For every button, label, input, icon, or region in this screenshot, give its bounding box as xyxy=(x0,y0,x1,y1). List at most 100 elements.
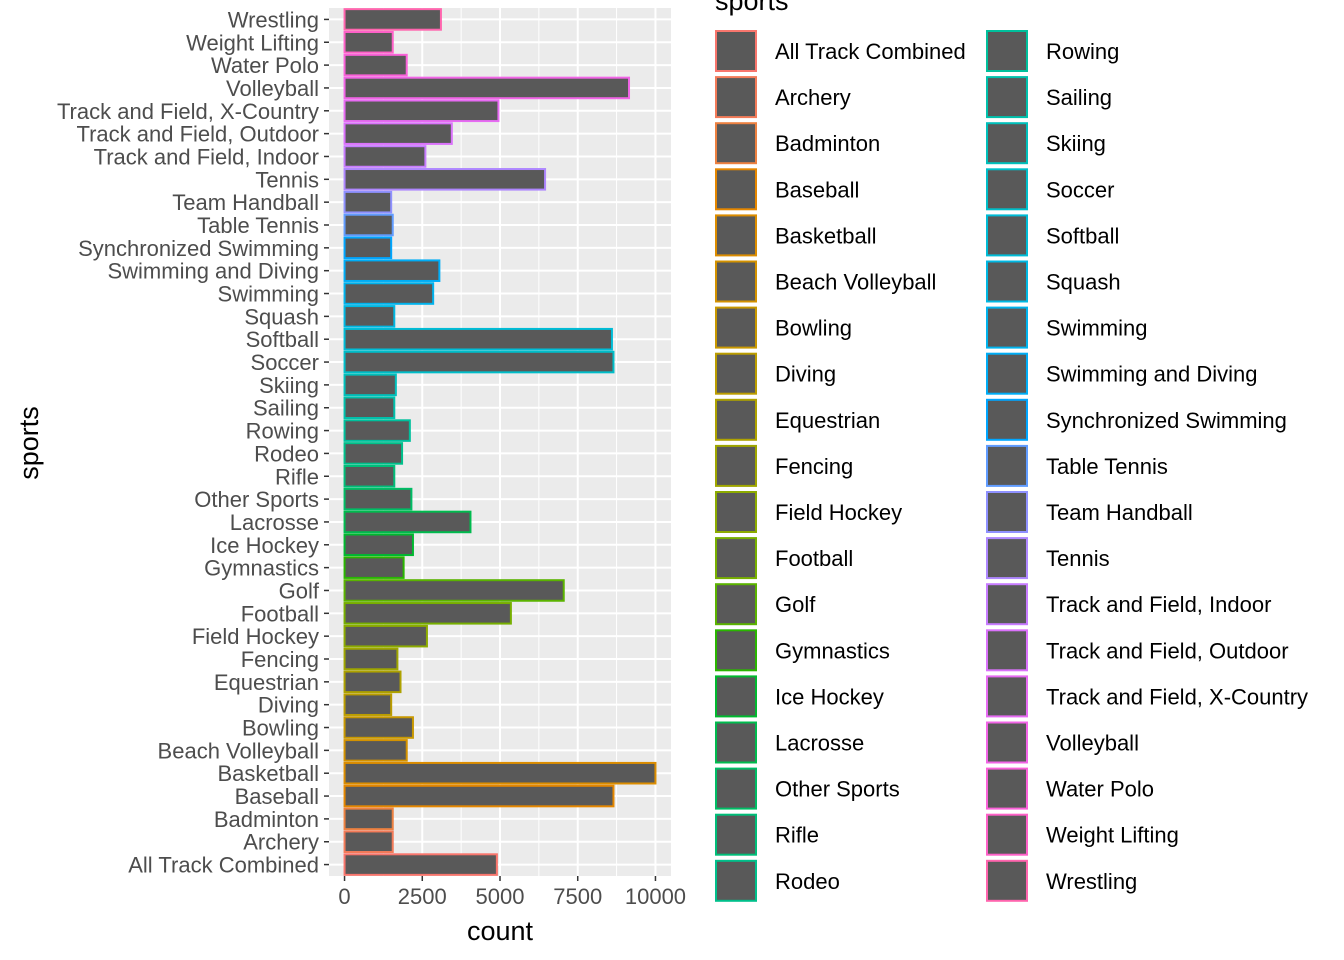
legend-label: Track and Field, Indoor xyxy=(1046,592,1271,617)
legend-key xyxy=(986,767,1028,810)
legend-label: Water Polo xyxy=(1046,777,1154,802)
bar xyxy=(343,145,427,168)
bar xyxy=(343,830,394,854)
y-tick-label: Volleyball xyxy=(226,76,319,101)
legend-key xyxy=(715,675,757,718)
bar xyxy=(343,556,405,579)
y-tick-label: Track and Field, X-Country xyxy=(57,99,319,124)
bar xyxy=(343,327,613,351)
y-tick-label: Swimming and Diving xyxy=(107,259,319,284)
legend-key xyxy=(986,629,1028,672)
legend-key xyxy=(986,583,1028,626)
legend-key xyxy=(715,444,757,487)
legend-key xyxy=(715,629,757,672)
legend-label: All Track Combined xyxy=(775,39,966,64)
legend-label: Rodeo xyxy=(775,869,840,894)
y-tick-label: Rowing xyxy=(246,419,319,444)
legend-label: Softball xyxy=(1046,223,1119,248)
legend-label: Swimming xyxy=(1046,316,1147,341)
y-tick-label: Other Sports xyxy=(194,487,319,512)
y-tick-label: Diving xyxy=(258,693,319,718)
x-tick-label: 10000 xyxy=(625,884,686,909)
y-tick-label: Archery xyxy=(243,830,319,855)
bar xyxy=(343,373,397,397)
bar xyxy=(343,350,615,374)
bar xyxy=(343,76,631,100)
legend-key xyxy=(986,30,1028,72)
legend-key xyxy=(715,168,757,211)
legend-key xyxy=(715,721,757,764)
y-tick-label: Football xyxy=(241,601,319,626)
bar xyxy=(343,122,453,145)
legend-label: Table Tennis xyxy=(1046,454,1168,479)
y-tick-label: Rifle xyxy=(275,464,319,489)
bar xyxy=(343,396,396,420)
y-tick-label: All Track Combined xyxy=(128,853,319,878)
legend-key xyxy=(986,675,1028,718)
y-tick-label: Table Tennis xyxy=(197,213,319,238)
bar xyxy=(343,99,500,123)
y-tick-label: Weight Lifting xyxy=(186,30,319,55)
y-tick-label: Softball xyxy=(246,327,319,352)
legend-label: Synchronized Swimming xyxy=(1046,408,1287,433)
bar xyxy=(343,853,498,876)
y-tick-label: Fencing xyxy=(241,647,319,672)
legend-key xyxy=(986,168,1028,211)
legend-key xyxy=(715,537,757,580)
y-tick-label: Wrestling xyxy=(228,7,319,32)
x-axis-title: count xyxy=(467,916,534,946)
y-axis-title: sports xyxy=(14,406,44,480)
y-tick-label: Ice Hockey xyxy=(210,533,319,558)
y-tick-label: Rodeo xyxy=(254,441,319,466)
legend-key xyxy=(986,260,1028,303)
legend-label: Badminton xyxy=(775,131,880,156)
legend-label: Track and Field, Outdoor xyxy=(1046,638,1289,663)
legend-title: sports xyxy=(715,0,789,16)
legend-label: Bowling xyxy=(775,316,852,341)
x-tick-label: 5000 xyxy=(476,884,525,909)
legend-label: Wrestling xyxy=(1046,869,1137,894)
legend-key xyxy=(986,214,1028,257)
y-tick-label: Tennis xyxy=(255,167,319,192)
legend-label: Skiing xyxy=(1046,131,1106,156)
legend-label: Golf xyxy=(775,592,816,617)
y-tick-label: Gymnastics xyxy=(204,556,319,581)
bar xyxy=(343,259,441,282)
bar xyxy=(343,464,396,488)
bar xyxy=(343,487,413,511)
legend-key xyxy=(715,583,757,626)
legend-label: Basketball xyxy=(775,223,877,248)
legend-key xyxy=(986,398,1028,441)
legend-label: Ice Hockey xyxy=(775,684,884,709)
y-tick-label: Lacrosse xyxy=(230,510,319,535)
bars xyxy=(343,8,657,876)
bar xyxy=(343,442,404,465)
legend-key xyxy=(715,306,757,349)
y-axis: All Track CombinedArcheryBadmintonBaseba… xyxy=(57,7,329,878)
legend-key xyxy=(715,30,757,72)
x-tick-label: 0 xyxy=(338,884,350,909)
bar xyxy=(343,533,414,557)
legend-key xyxy=(715,352,757,395)
bar xyxy=(343,716,414,739)
y-tick-label: Badminton xyxy=(214,807,319,832)
legend-label: Archery xyxy=(775,85,851,110)
legend-label: Football xyxy=(775,546,853,571)
y-tick-label: Beach Volleyball xyxy=(158,738,319,763)
legend-label: Field Hockey xyxy=(775,500,902,525)
y-tick-label: Track and Field, Outdoor xyxy=(76,122,319,147)
y-tick-label: Field Hockey xyxy=(192,624,319,649)
legend-label: Diving xyxy=(775,362,836,387)
bar xyxy=(343,282,435,305)
legend-label: Swimming and Diving xyxy=(1046,362,1258,387)
y-tick-label: Track and Field, Indoor xyxy=(94,144,319,169)
y-tick-label: Team Handball xyxy=(172,190,319,215)
bar xyxy=(343,670,402,694)
bar xyxy=(343,419,411,442)
legend-key xyxy=(986,859,1028,902)
bar xyxy=(343,190,393,214)
bar xyxy=(343,602,512,625)
bar xyxy=(343,624,428,648)
y-tick-label: Soccer xyxy=(251,350,319,375)
